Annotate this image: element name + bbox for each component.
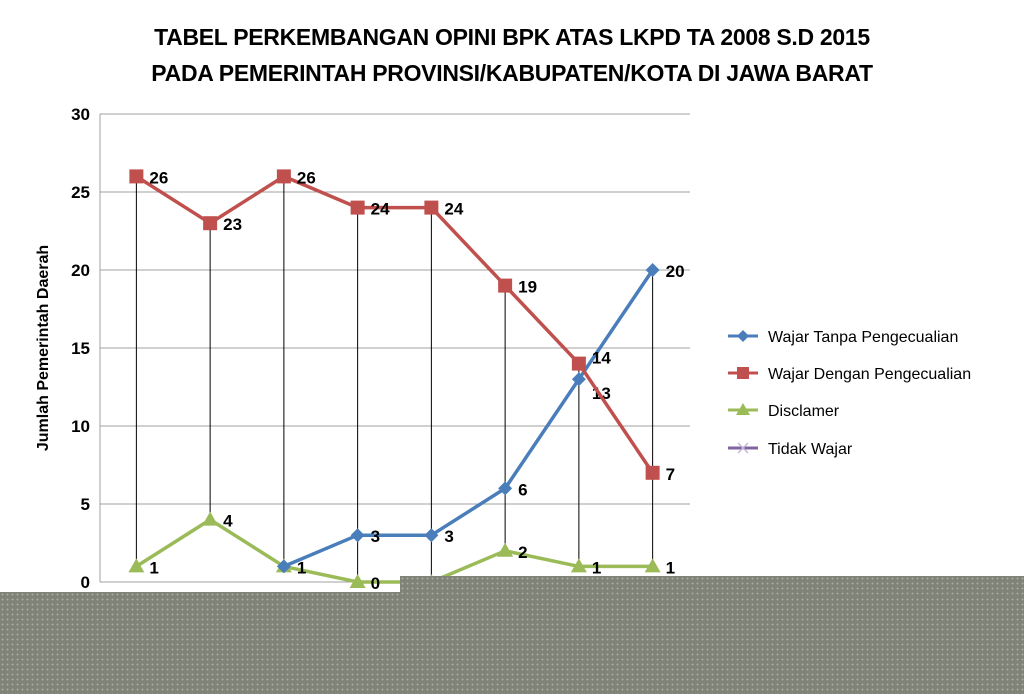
data-label: 19 <box>518 278 537 297</box>
data-label: 3 <box>444 527 453 546</box>
data-point-square <box>424 200 439 215</box>
data-label: 26 <box>297 168 316 187</box>
y-tick-label: 25 <box>71 183 90 202</box>
legend-label: Tidak Wajar <box>768 441 853 458</box>
data-point-diamond <box>498 481 513 496</box>
data-point-diamond <box>350 528 365 543</box>
legend-label: Disclamer <box>768 403 840 420</box>
legend-square-icon <box>737 367 749 379</box>
occluding-patch <box>0 592 1024 694</box>
data-label: 24 <box>371 200 390 219</box>
y-tick-label: 0 <box>81 573 90 592</box>
legend-label: Wajar Dengan Pengecualian <box>768 366 971 383</box>
data-point-square <box>203 216 218 231</box>
data-label: 6 <box>518 480 527 499</box>
data-label: 1 <box>149 558 158 577</box>
series-line-1 <box>135 174 655 474</box>
chart-subtitle: PADA PEMERINTAH PROVINSI/KABUPATEN/KOTA … <box>151 60 873 86</box>
data-point-diamond <box>424 528 439 543</box>
data-label: 7 <box>666 465 675 484</box>
data-label: 14 <box>592 349 611 368</box>
y-axis-label: Jumlah Pemerintah Daerah <box>35 245 52 451</box>
data-label: 23 <box>223 215 242 234</box>
data-point-square <box>571 356 586 371</box>
data-point-square <box>276 169 291 184</box>
data-label: 1 <box>666 558 675 577</box>
data-point-triangle <box>570 558 587 573</box>
legend-triangle-icon <box>736 403 750 415</box>
data-label: 20 <box>666 262 685 281</box>
data-point-triangle <box>644 558 661 573</box>
y-tick-label: 30 <box>71 105 90 124</box>
legend-x-icon <box>737 442 749 454</box>
data-point-diamond <box>645 263 660 277</box>
data-label: 2 <box>518 543 527 562</box>
data-point-diamond <box>571 372 586 387</box>
legend-diamond-icon <box>737 330 749 342</box>
data-point-square <box>129 169 144 184</box>
series-line-2 <box>135 517 653 584</box>
data-point-square <box>645 465 660 480</box>
data-point-triangle <box>497 542 514 557</box>
data-label: 1 <box>592 558 601 577</box>
data-point-square <box>498 278 513 293</box>
data-label: 0 <box>371 574 380 593</box>
data-point-triangle <box>202 511 219 526</box>
data-point-diamond <box>276 559 291 574</box>
data-label: 4 <box>223 512 233 531</box>
data-label: 26 <box>149 168 168 187</box>
chart-title: TABEL PERKEMBANGAN OPINI BPK ATAS LKPD T… <box>154 24 870 50</box>
y-tick-label: 10 <box>71 417 90 436</box>
data-point-square <box>350 200 365 215</box>
data-label: 24 <box>444 200 463 219</box>
data-point-triangle <box>128 558 145 573</box>
y-tick-label: 5 <box>81 495 90 514</box>
legend-label: Wajar Tanpa Pengecualian <box>768 329 958 346</box>
y-tick-label: 15 <box>71 339 90 358</box>
data-point-triangle <box>349 574 366 588</box>
y-tick-label: 20 <box>71 261 90 280</box>
data-label: 3 <box>371 527 380 546</box>
data-label: 1 <box>297 558 306 577</box>
series-line-0 <box>283 269 655 569</box>
occluding-patch <box>400 576 1024 596</box>
